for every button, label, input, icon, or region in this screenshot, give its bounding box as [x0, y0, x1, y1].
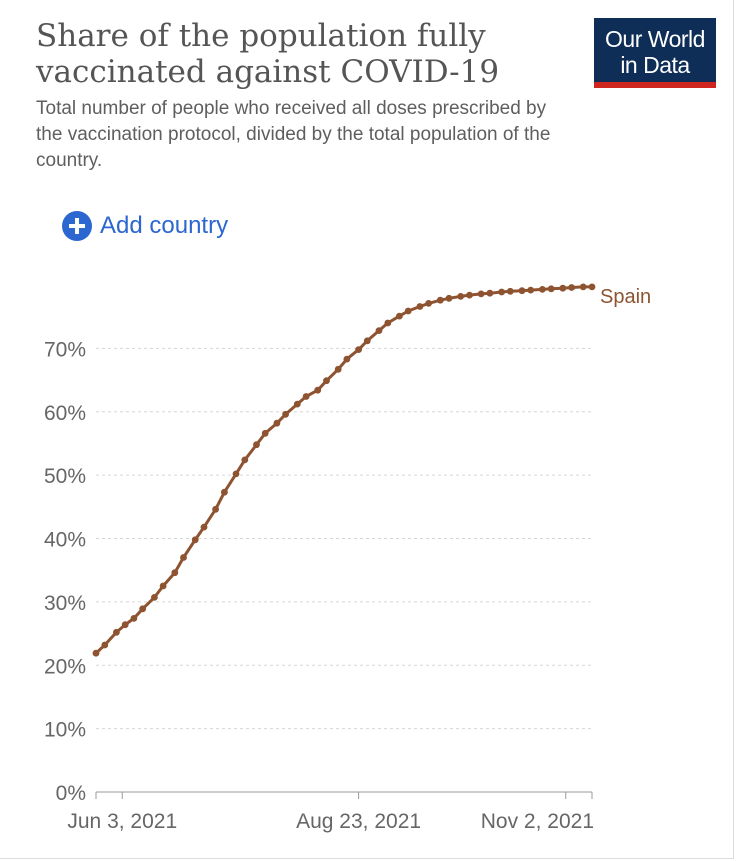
data-point: [416, 303, 424, 310]
data-point: [191, 536, 199, 544]
data-point: [200, 523, 208, 531]
add-country-button[interactable]: Add country: [62, 210, 228, 242]
data-point: [404, 307, 412, 315]
data-point: [457, 293, 465, 300]
data-point: [425, 300, 432, 307]
owid-logo[interactable]: Our World in Data: [594, 18, 716, 88]
data-point: [396, 312, 403, 320]
data-point: [221, 488, 228, 496]
data-point: [518, 287, 526, 295]
data-point: [180, 554, 187, 561]
data-point: [302, 393, 310, 400]
data-point: [232, 470, 240, 478]
data-point: [375, 327, 383, 334]
data-point: [436, 296, 444, 304]
data-point: [323, 377, 330, 385]
chart-subtitle: Total number of people who received all …: [36, 98, 551, 171]
data-point: [568, 284, 575, 291]
x-tick-label: Aug 23, 2021: [296, 810, 421, 833]
data-point: [113, 628, 120, 636]
data-point: [121, 621, 129, 629]
data-point: [314, 386, 322, 394]
data-point: [282, 410, 289, 418]
data-point: [588, 283, 596, 291]
data-point: [506, 287, 514, 295]
data-point: [139, 605, 147, 613]
data-point: [261, 429, 269, 437]
data-point: [477, 290, 485, 298]
data-point: [171, 569, 179, 577]
data-point: [334, 365, 342, 373]
plus-circle-icon: [62, 211, 92, 241]
data-point: [527, 286, 535, 294]
data-point: [101, 641, 109, 649]
data-point: [92, 649, 100, 657]
x-tick-label: Nov 2, 2021: [481, 810, 594, 833]
y-tick-label: 60%: [44, 402, 86, 425]
x-tick-label: Jun 3, 2021: [67, 810, 177, 833]
series-label-spain: Spain: [600, 286, 651, 308]
data-point: [486, 289, 494, 297]
y-tick-label: 20%: [44, 655, 86, 678]
y-tick-label: 0%: [56, 782, 86, 805]
series-line-spain: [94, 285, 594, 655]
data-point: [130, 615, 138, 622]
data-point: [253, 441, 260, 449]
data-point: [241, 456, 249, 464]
data-point: [343, 355, 351, 363]
data-point: [363, 337, 371, 345]
data-point: [384, 319, 392, 327]
y-tick-label: 40%: [44, 529, 86, 552]
add-country-label: Add country: [100, 212, 229, 239]
data-point: [355, 346, 362, 353]
data-point: [498, 288, 505, 296]
data-point: [466, 291, 473, 299]
data-point: [159, 582, 167, 590]
data-point: [151, 594, 158, 601]
logo-line-1: Our World: [605, 26, 705, 52]
chart-title: Share of the population fully vaccinated…: [36, 18, 500, 90]
data-point: [212, 505, 220, 513]
y-tick-label: 50%: [44, 465, 86, 488]
chart-frame: [0, 0, 734, 859]
data-point: [547, 285, 555, 293]
data-point: [559, 284, 567, 292]
logo-line-2: in Data: [620, 52, 690, 78]
data-point: [293, 400, 301, 408]
data-point: [579, 283, 587, 291]
y-tick-label: 30%: [44, 592, 86, 615]
data-point: [539, 286, 546, 293]
y-tick-label: 70%: [44, 338, 86, 361]
data-point: [445, 294, 453, 302]
y-tick-label: 10%: [44, 719, 86, 742]
data-point: [273, 419, 281, 427]
